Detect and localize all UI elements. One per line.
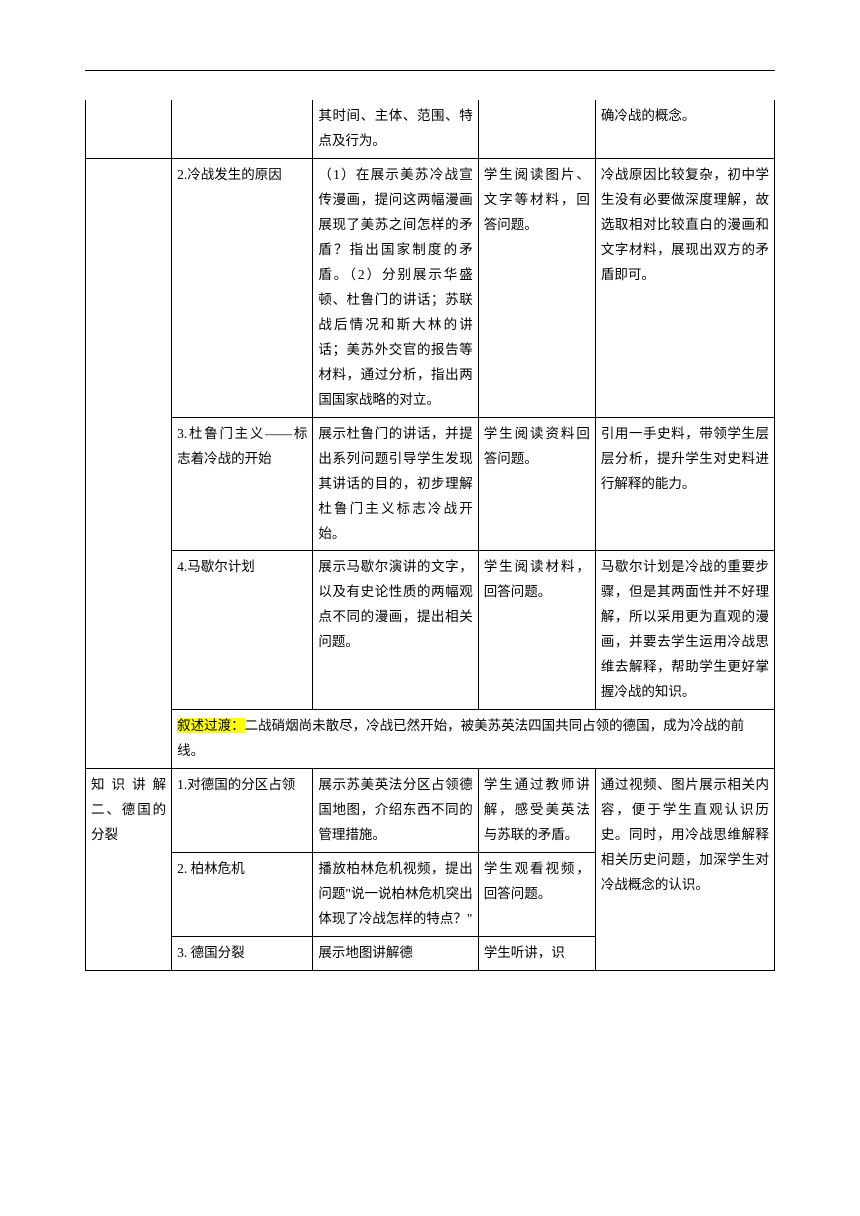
table-cell: 学生阅读材料，回答问题。 bbox=[478, 551, 595, 710]
table-cell: 马歇尔计划是冷战的重要步骤，但是其两面性并不好理解，所以采用更为直观的漫画，并要… bbox=[595, 551, 774, 710]
table-cell: 冷战原因比较复杂，初中学生没有必要做深度理解，故选取相对比较直白的漫画和文字材料… bbox=[595, 158, 774, 417]
table-cell: 4.马歇尔计划 bbox=[172, 551, 313, 710]
table-row: 叙述过渡：二战硝烟尚未散尽，冷战已然开始，被美苏英法四国共同占领的德国，成为冷战… bbox=[86, 710, 775, 769]
table-row: 4.马歇尔计划 展示马歇尔演讲的文字，以及有史论性质的两幅观点不同的漫画，提出相… bbox=[86, 551, 775, 710]
table-cell: 学生听讲，识 bbox=[478, 937, 595, 971]
table-cell bbox=[478, 100, 595, 158]
lesson-plan-table: 其时间、主体、范围、特点及行为。 确冷战的概念。 2.冷战发生的原因 （1）在展… bbox=[85, 100, 775, 971]
table-row: 其时间、主体、范围、特点及行为。 确冷战的概念。 bbox=[86, 100, 775, 158]
table-cell: （1）在展示美苏冷战宣传漫画，提问这两幅漫画展现了美苏之间怎样的矛盾？指出国家制… bbox=[313, 158, 478, 417]
table-cell: 其时间、主体、范围、特点及行为。 bbox=[313, 100, 478, 158]
table-cell: 3. 德国分裂 bbox=[172, 937, 313, 971]
table-cell: 展示苏美英法分区占领德国地图，介绍东西不同的管理措施。 bbox=[313, 769, 478, 853]
table-cell: 展示地图讲解德 bbox=[313, 937, 478, 971]
table-cell: 3.杜鲁门主义——标志着冷战的开始 bbox=[172, 417, 313, 551]
table-row: 知识讲解二、德国的分裂 1.对德国的分区占领 展示苏美英法分区占领德国地图，介绍… bbox=[86, 769, 775, 853]
table-cell: 1.对德国的分区占领 bbox=[172, 769, 313, 853]
section-title-cell: 知识讲解二、德国的分裂 bbox=[86, 769, 172, 971]
table-cell: 学生阅读图片、文字等材料，回答问题。 bbox=[478, 158, 595, 417]
table-cell: 通过视频、图片展示相关内容，便于学生直观认识历史。同时，用冷战思维解释相关历史问… bbox=[595, 769, 774, 971]
table-row: 3.杜鲁门主义——标志着冷战的开始 展示杜鲁门的讲话，并提出系列问题引导学生发现… bbox=[86, 417, 775, 551]
table-cell: 学生观看视频，回答问题。 bbox=[478, 853, 595, 937]
table-cell bbox=[86, 158, 172, 768]
table-cell: 展示马歇尔演讲的文字，以及有史论性质的两幅观点不同的漫画，提出相关问题。 bbox=[313, 551, 478, 710]
table-cell: 2. 柏林危机 bbox=[172, 853, 313, 937]
table-row: 2.冷战发生的原因 （1）在展示美苏冷战宣传漫画，提问这两幅漫画展现了美苏之间怎… bbox=[86, 158, 775, 417]
table-cell: 引用一手史料，带领学生层层分析，提升学生对史料进行解释的能力。 bbox=[595, 417, 774, 551]
table-cell: 确冷战的概念。 bbox=[595, 100, 774, 158]
highlight-text: 叙述过渡： bbox=[177, 718, 245, 733]
transition-text: 二战硝烟尚未散尽，冷战已然开始，被美苏英法四国共同占领的德国，成为冷战的前线。 bbox=[177, 718, 744, 758]
table-cell: 2.冷战发生的原因 bbox=[172, 158, 313, 417]
page-header-line bbox=[85, 70, 775, 71]
table-cell bbox=[86, 100, 172, 158]
table-cell: 学生阅读资料回答问题。 bbox=[478, 417, 595, 551]
table-cell: 学生通过教师讲解，感受美英法与苏联的矛盾。 bbox=[478, 769, 595, 853]
table-cell: 播放柏林危机视频，提出问题"说一说柏林危机突出体现了冷战怎样的特点？" bbox=[313, 853, 478, 937]
transition-cell: 叙述过渡：二战硝烟尚未散尽，冷战已然开始，被美苏英法四国共同占领的德国，成为冷战… bbox=[172, 710, 775, 769]
table-cell: 展示杜鲁门的讲话，并提出系列问题引导学生发现其讲话的目的，初步理解杜鲁门主义标志… bbox=[313, 417, 478, 551]
table-cell bbox=[172, 100, 313, 158]
